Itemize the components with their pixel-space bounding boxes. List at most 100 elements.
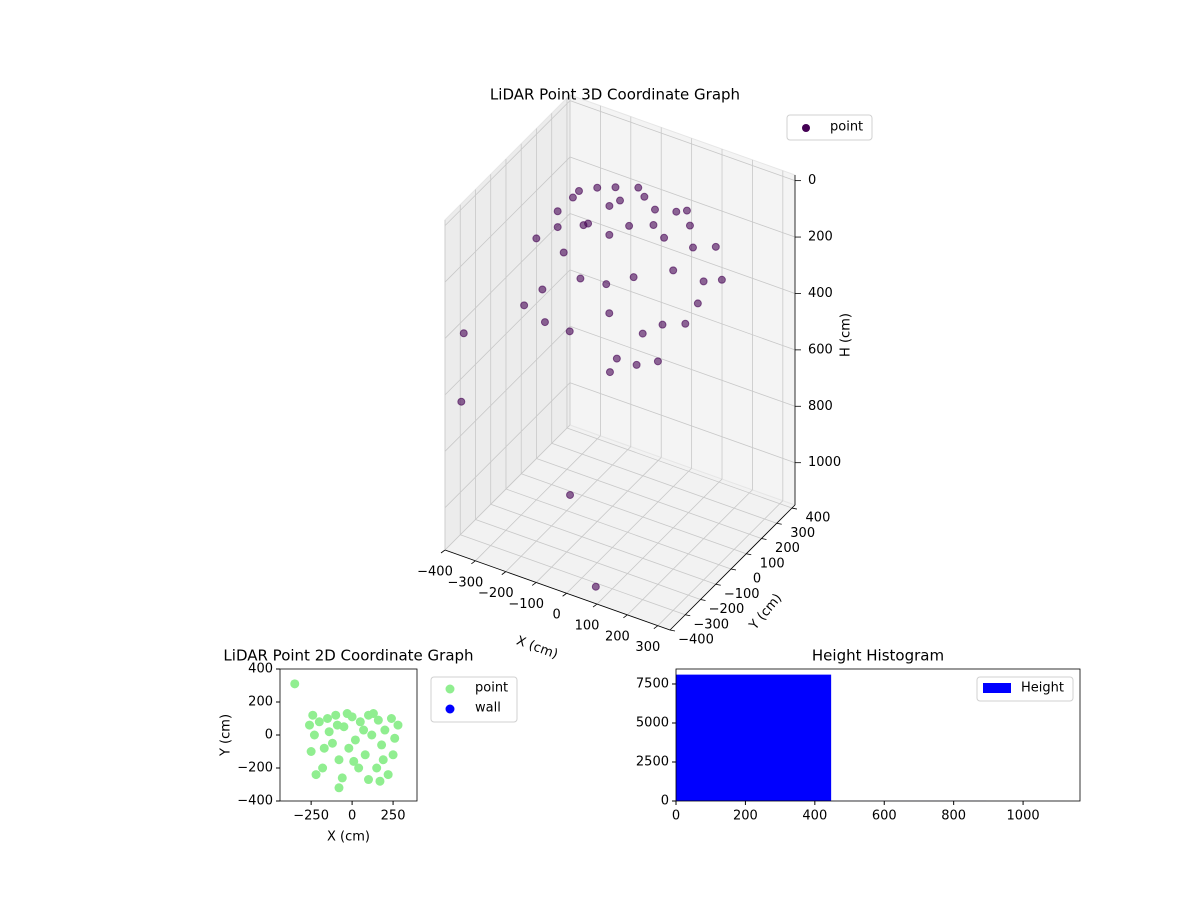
y-tick: [761, 538, 767, 540]
point: [359, 725, 369, 735]
y-axis-label: Y (cm): [219, 714, 234, 757]
y-tick-label: 5000: [636, 715, 669, 730]
x-tick: [440, 549, 446, 554]
grid-line: [566, 427, 793, 509]
y-tick: [685, 614, 691, 617]
grid-line: [657, 500, 784, 626]
grid-line: [535, 457, 662, 583]
grid-line: [505, 488, 732, 570]
point: [308, 710, 318, 720]
grid-line: [551, 442, 777, 524]
point: [605, 230, 614, 239]
y-tick-label: 0: [753, 572, 761, 587]
y-tick-label: 7500: [636, 676, 669, 691]
chart-title: Height Histogram: [812, 647, 944, 665]
z-tick-label: 800: [808, 399, 833, 414]
z-tick-label: 400: [808, 286, 833, 301]
grid-line: [536, 458, 762, 539]
point: [314, 717, 324, 727]
x-tick: [592, 603, 598, 608]
legend-label: point: [475, 681, 508, 696]
legend-label: point: [830, 120, 863, 135]
point: [324, 727, 334, 737]
grid-line: [566, 467, 692, 594]
y-tick-label: 200: [775, 541, 800, 556]
grid-line: [444, 213, 571, 339]
point: [350, 735, 360, 745]
legend-marker: [445, 704, 455, 714]
point: [638, 329, 647, 338]
point: [520, 301, 529, 310]
point: [688, 243, 697, 252]
x-tick: [562, 592, 567, 597]
point: [553, 223, 562, 232]
y-axis-line: [669, 504, 796, 631]
point: [342, 709, 352, 719]
legend-label: Height: [1021, 681, 1064, 696]
y-tick-label: −400: [678, 633, 714, 648]
point: [380, 725, 390, 735]
point: [311, 770, 321, 780]
grid-line: [444, 156, 571, 283]
point: [653, 357, 662, 366]
y-tick-label: −400: [237, 794, 273, 809]
point: [611, 183, 620, 192]
x-axis-line: [444, 549, 671, 631]
x-tick: [531, 582, 537, 586]
point: [360, 750, 370, 760]
x-tick-label: −250: [293, 809, 329, 824]
point: [605, 201, 614, 210]
x-tick-label: 0: [672, 809, 680, 824]
x-tick-label: 100: [575, 619, 600, 634]
z-tick-label: 1000: [808, 455, 841, 470]
point: [344, 743, 354, 753]
y-tick-label: −300: [693, 617, 729, 632]
y-tick-label: 0: [265, 728, 273, 743]
point: [616, 196, 625, 205]
y-tick: [776, 522, 782, 525]
point: [612, 354, 621, 363]
point: [685, 221, 694, 230]
point: [367, 730, 377, 740]
legend-box: [786, 114, 873, 141]
point: [658, 320, 667, 329]
x-tick-label: −200: [478, 586, 514, 601]
y-tick: [700, 599, 706, 601]
point: [334, 755, 344, 765]
point: [699, 277, 708, 286]
point: [457, 397, 466, 406]
point: [574, 187, 583, 196]
point: [605, 368, 614, 377]
y-tick-label: −200: [237, 761, 273, 776]
y-tick: [791, 507, 798, 510]
x-tick-label: 600: [872, 809, 897, 824]
x-tick-label: 250: [381, 809, 406, 824]
grid-line: [627, 489, 753, 616]
point: [593, 183, 602, 192]
point: [354, 763, 364, 773]
point: [368, 709, 378, 719]
z-tick-label: 200: [808, 230, 833, 245]
point: [532, 234, 541, 243]
y-tick: [746, 553, 752, 556]
x-tick-label: −100: [508, 597, 544, 612]
point: [632, 360, 641, 369]
point: [566, 490, 575, 499]
y-tick-label: 100: [760, 556, 785, 571]
chart-title: LiDAR Point 2D Coordinate Graph: [223, 647, 473, 665]
x-axis-label: X (cm): [327, 830, 370, 845]
point: [304, 720, 314, 730]
point: [640, 192, 649, 201]
point: [629, 273, 638, 282]
x-tick-label: 800: [941, 809, 966, 824]
grid-line: [460, 534, 686, 616]
point: [559, 248, 568, 257]
grid-line: [569, 325, 796, 407]
grid-line: [505, 446, 632, 572]
x-tick: [653, 625, 659, 629]
point: [388, 750, 398, 760]
point: [565, 327, 574, 336]
x-tick-label: −300: [448, 575, 484, 590]
point: [393, 720, 403, 730]
